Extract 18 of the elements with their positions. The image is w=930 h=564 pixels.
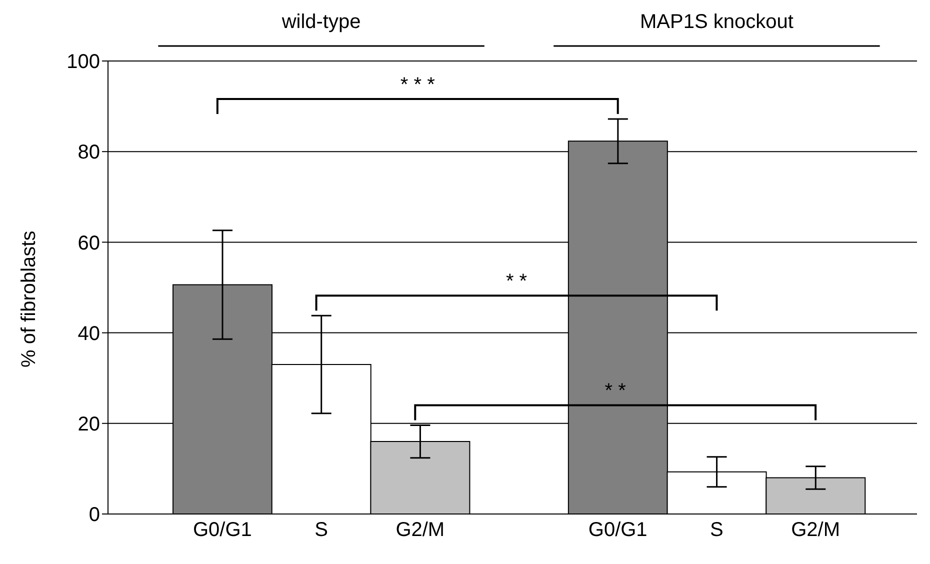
y-tick-label: 60 xyxy=(78,232,100,254)
annotation: * * xyxy=(506,270,528,293)
y-axis-title: % of fibroblasts xyxy=(18,230,40,368)
x-tick-label: G2/M xyxy=(396,519,445,542)
x-tick-label: G0/G1 xyxy=(192,519,252,542)
annotation: * * * xyxy=(400,74,436,96)
y-tick-label: 20 xyxy=(78,414,100,436)
x-tick-label: S xyxy=(314,519,328,542)
x-tick-label: G2/M xyxy=(791,519,840,542)
y-tick-label: 100 xyxy=(66,51,100,74)
y-tick-label: 0 xyxy=(88,504,100,526)
x-tick-label: S xyxy=(710,519,724,542)
annotation: * * xyxy=(604,380,626,402)
x-tick-label: G0/G1 xyxy=(588,519,648,542)
text: wild-type xyxy=(280,11,361,33)
y-tick-label: 40 xyxy=(78,322,100,345)
y-tick-label: 80 xyxy=(78,142,100,164)
text: MAP1S knockout xyxy=(640,11,794,33)
